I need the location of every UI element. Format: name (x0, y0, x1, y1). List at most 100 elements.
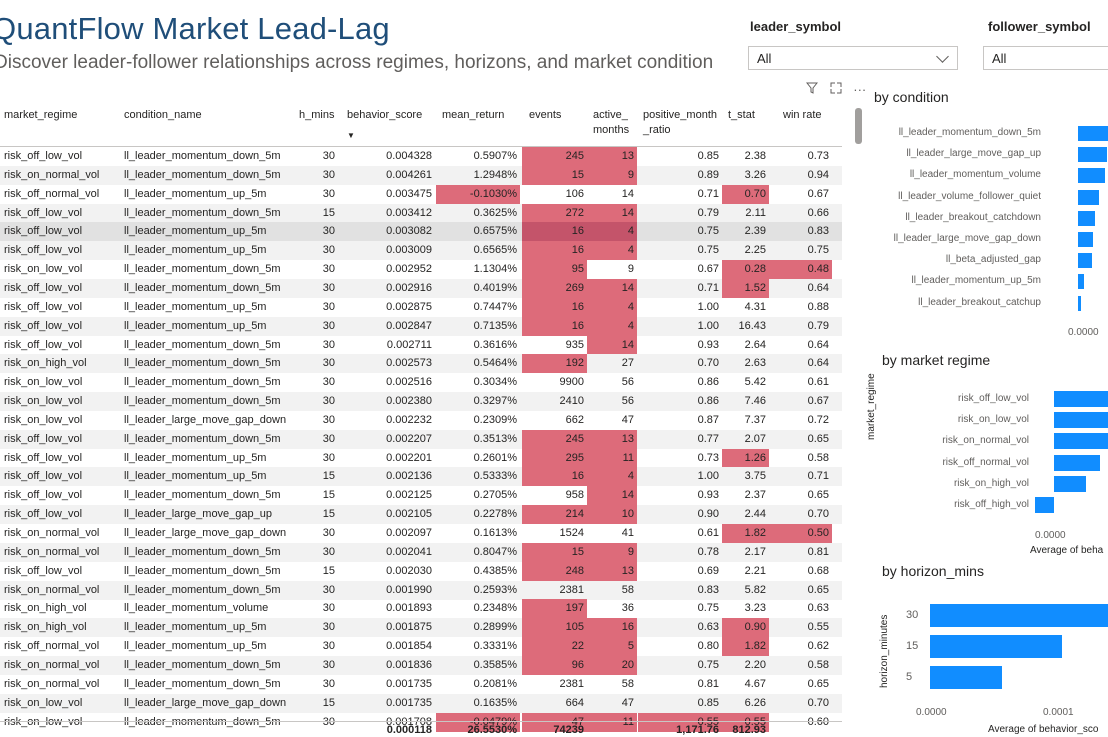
table-row[interactable]: risk_off_low_vol ll_leader_momentum_down_… (0, 561, 842, 581)
table-cell: 0.004261 (386, 168, 432, 181)
table-cell: 4 (587, 297, 637, 317)
table-row[interactable]: risk_off_low_vol ll_leader_momentum_up_5m… (0, 448, 842, 468)
table-cell: 0.63 (697, 621, 719, 634)
table-cell: 4 (587, 241, 637, 261)
table-row[interactable]: risk_on_low_vol ll_leader_momentum_down_5… (0, 260, 842, 280)
table-cell: 14 (587, 203, 637, 223)
table-row[interactable]: risk_off_low_vol ll_leader_momentum_down_… (0, 486, 842, 506)
table-row[interactable]: risk_on_low_vol ll_leader_large_move_gap_… (0, 411, 842, 430)
table-row[interactable]: risk_on_normal_vol ll_leader_momentum_dow… (0, 655, 842, 675)
table-row[interactable]: risk_off_normal_vol ll_leader_momentum_up… (0, 184, 842, 204)
column-header[interactable]: events (529, 109, 562, 121)
table-cell: 15 (322, 696, 335, 709)
table-cell: 0.2705% (473, 489, 517, 502)
table-cell: 0.85 (697, 150, 719, 162)
chart-regime-category-label: risk_off_high_vol (954, 499, 1029, 510)
table-cell: 0.48 (769, 260, 832, 280)
table-row[interactable]: risk_off_low_vol ll_leader_momentum_down_… (0, 278, 842, 298)
chart-condition-bar (1078, 253, 1092, 269)
chart-condition-x-tick: 0.0000 (1068, 327, 1099, 338)
table-cell: 1.1304% (473, 263, 517, 276)
table-cell: 0.002105 (386, 508, 432, 521)
table-cell: 0.61 (697, 527, 719, 539)
column-header[interactable]: active_ months (593, 109, 630, 136)
filter-icon[interactable] (805, 82, 822, 97)
table-cell: 30 (322, 395, 335, 408)
chart-regime-category-label: risk_on_low_vol (957, 414, 1029, 426)
column-header[interactable]: market_regime (4, 109, 78, 121)
chart-regime-y-axis-title: market_regime (866, 373, 877, 440)
table-totals-row: 0.000118 26.5530% 74239 1,171.76 812.93 (0, 721, 842, 737)
table-row[interactable]: risk_on_normal_vol ll_leader_momentum_dow… (0, 165, 842, 185)
table-cell: 30 (322, 150, 335, 162)
table-cell: 0.2601% (473, 451, 517, 464)
table-cell: 0.89 (697, 168, 719, 181)
table-row[interactable]: risk_on_low_vol ll_leader_momentum_down_5… (0, 392, 842, 412)
table-cell: 0.002516 (386, 376, 432, 389)
table-row[interactable]: risk_off_normal_vol ll_leader_momentum_up… (0, 637, 842, 657)
table-cell: 105 (522, 618, 587, 638)
table-cell: 27 (621, 357, 634, 370)
table-cell: 0.7135% (473, 319, 517, 332)
table-row[interactable]: risk_on_normal_vol ll_leader_momentum_dow… (0, 675, 842, 694)
table-row[interactable]: risk_on_low_vol ll_leader_large_move_gap_… (0, 693, 842, 713)
table-cell: 0.3297% (473, 395, 517, 408)
table-row[interactable]: risk_off_low_vol ll_leader_momentum_down_… (0, 203, 842, 223)
focus-mode-icon[interactable] (830, 82, 846, 97)
table-cell: 30 (322, 677, 335, 690)
column-header[interactable]: mean_return (442, 109, 505, 121)
column-header[interactable]: h_mins (299, 109, 335, 121)
table-row[interactable]: risk_off_low_vol ll_leader_momentum_up_5m… (0, 222, 842, 242)
table-cell: 0.002875 (386, 300, 432, 313)
table-row[interactable]: risk_on_normal_vol ll_leader_momentum_dow… (0, 580, 842, 600)
table-cell: 245 (522, 147, 587, 166)
table-row[interactable]: risk_on_high_vol ll_leader_momentum_up_5m… (0, 618, 842, 638)
table-row[interactable]: risk_off_low_vol ll_leader_momentum_up_5m… (0, 316, 842, 336)
table-row[interactable]: risk_off_low_vol ll_leader_momentum_up_5m… (0, 241, 842, 261)
table-scrollbar[interactable] (855, 108, 862, 144)
table-cell: 0.70 (807, 696, 829, 709)
table-cell: 0.3331% (473, 640, 517, 653)
table-cell: risk_on_low_vol (4, 696, 83, 709)
table-cell: 664 (565, 696, 584, 709)
column-header[interactable]: condition_name (124, 109, 202, 121)
table-cell: 0.3513% (473, 432, 517, 445)
table-row[interactable]: risk_on_normal_vol ll_leader_large_move_g… (0, 524, 842, 543)
table-cell: 958 (565, 489, 584, 502)
table-cell: ll_leader_momentum_up_5m (124, 300, 267, 313)
table-cell: ll_leader_momentum_up_5m (124, 640, 267, 653)
table-cell: 0.79 (697, 206, 719, 219)
table-row[interactable]: risk_off_low_vol ll_leader_momentum_down_… (0, 429, 842, 449)
table-row[interactable]: risk_on_high_vol ll_leader_momentum_volum… (0, 599, 842, 619)
table-cell: 0.85 (697, 696, 719, 709)
column-header[interactable]: win rate (783, 109, 822, 121)
table-row[interactable]: risk_off_low_vol ll_leader_momentum_down_… (0, 147, 842, 166)
table-row[interactable]: risk_off_low_vol ll_leader_momentum_up_5m… (0, 467, 842, 487)
table-row[interactable]: risk_on_high_vol ll_leader_momentum_down_… (0, 354, 842, 374)
column-header[interactable]: t_stat (728, 109, 755, 121)
more-options-icon[interactable]: ··· (853, 82, 867, 97)
table-cell: 10 (587, 505, 637, 525)
table-cell: ll_leader_momentum_down_5m (124, 395, 281, 408)
table-cell: 0.81 (697, 677, 719, 690)
leader-symbol-dropdown[interactable]: All (748, 46, 958, 70)
table-cell: 3.26 (744, 168, 766, 181)
chart-condition-category-label: ll_leader_momentum_down_5m (898, 127, 1041, 138)
table-cell: 2.39 (744, 225, 766, 238)
chart-horizon-title: by horizon_mins (882, 563, 984, 579)
table-cell: 4.31 (744, 300, 766, 313)
chart-horizon-x-axis-title: Average of behavior_sco (988, 724, 1099, 735)
table-row[interactable]: risk_on_low_vol ll_leader_momentum_down_5… (0, 373, 842, 392)
column-header[interactable]: behavior_score (347, 109, 423, 121)
table-cell: 1524 (559, 527, 584, 539)
table-cell: 0.93 (697, 489, 719, 502)
table-cell: 0.81 (807, 545, 829, 558)
table-cell: 0.71 (807, 470, 829, 483)
table-row[interactable]: risk_off_low_vol ll_leader_momentum_up_5m… (0, 297, 842, 317)
follower-symbol-dropdown[interactable]: All (983, 46, 1108, 70)
table-row[interactable]: risk_off_low_vol ll_leader_large_move_gap… (0, 505, 842, 525)
table-row[interactable]: risk_off_low_vol ll_leader_momentum_down_… (0, 335, 842, 355)
sort-descending-icon[interactable]: ▼ (347, 131, 355, 140)
table-row[interactable]: risk_on_normal_vol ll_leader_momentum_dow… (0, 542, 842, 562)
column-header[interactable]: positive_month _ratio (643, 109, 717, 136)
